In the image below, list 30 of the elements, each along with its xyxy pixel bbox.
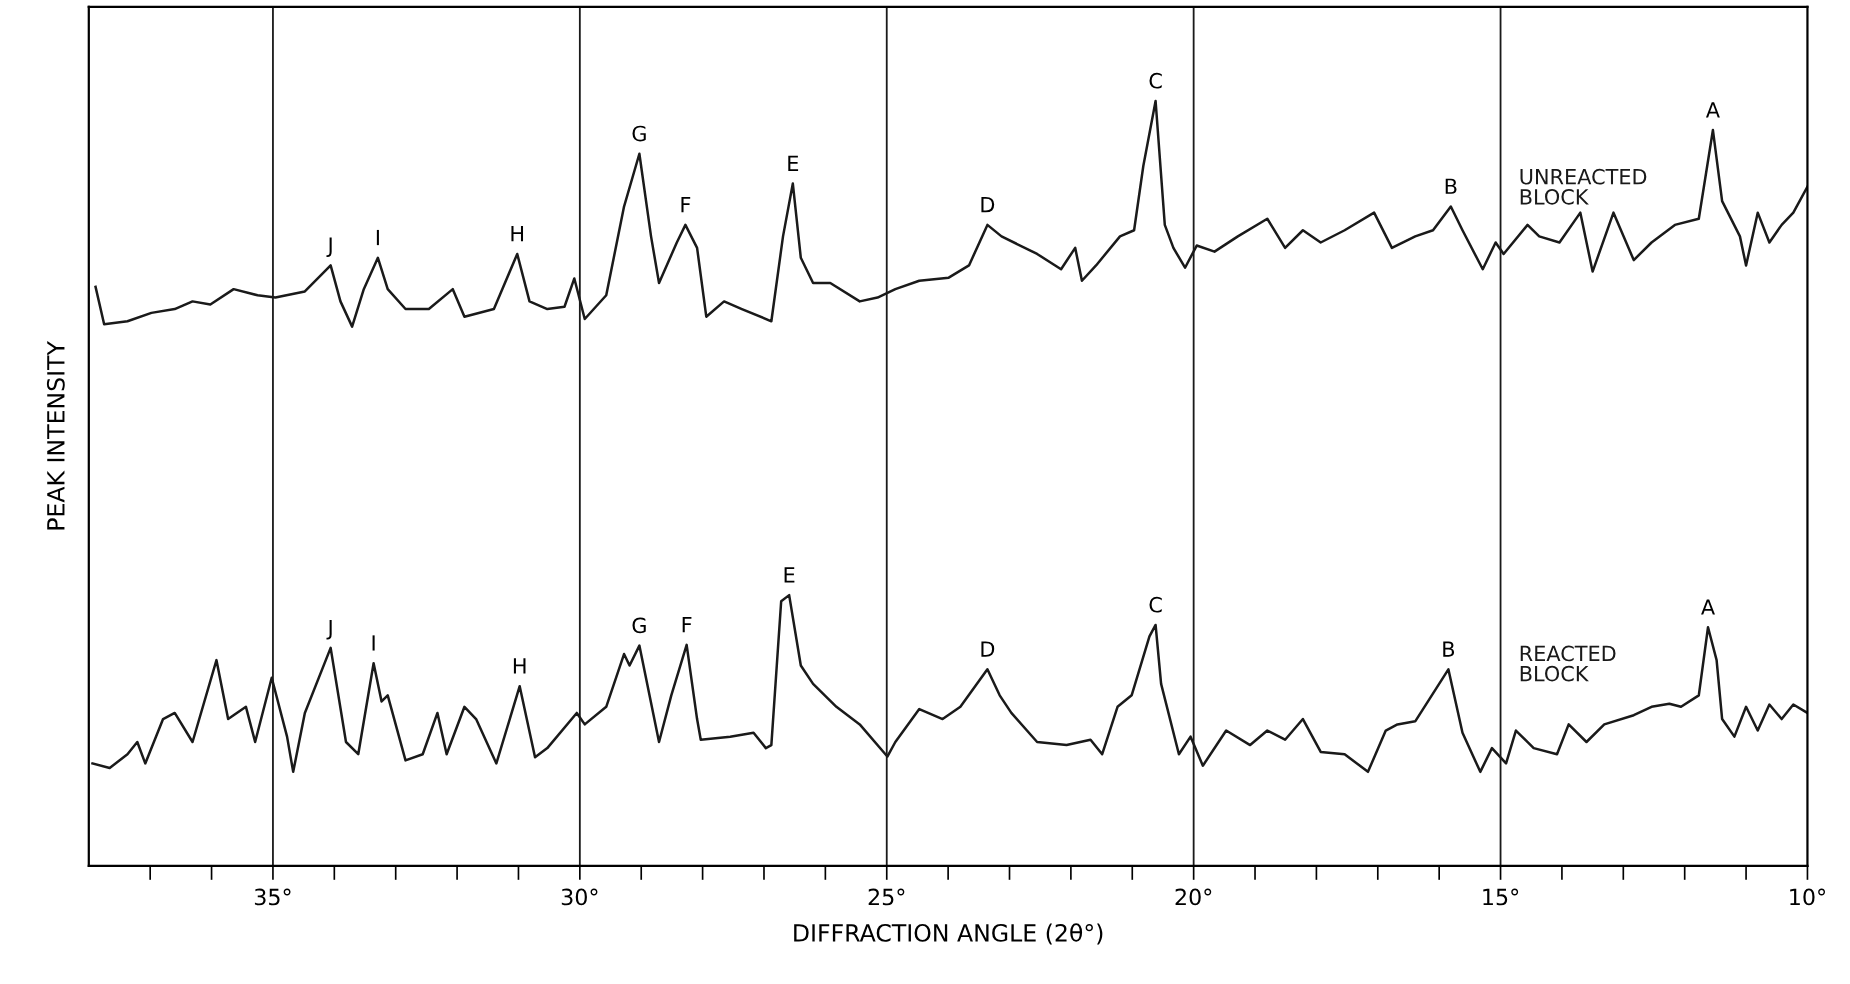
annotation: A <box>1705 102 1720 118</box>
annotation: H <box>511 226 524 242</box>
x-tick-label: 10° <box>1790 888 1826 906</box>
annotation: I <box>376 229 379 246</box>
series-label: UNREACTED BLOCK <box>1520 168 1647 205</box>
x-tick-label: 30° <box>561 888 598 906</box>
annotation: D <box>981 641 995 657</box>
x-tick-label: 25° <box>868 888 905 906</box>
x-axis-title: DIFFRACTION ANGLE (2θ°) <box>794 923 1103 945</box>
series-label: REACTED BLOCK <box>1520 645 1616 682</box>
y-axis-title: PEAK INTENSITY <box>46 341 65 530</box>
annotation: I <box>372 635 375 651</box>
annotation: H <box>513 658 526 674</box>
annotation: G <box>632 125 646 142</box>
annotation: B <box>1443 641 1455 657</box>
annotation: F <box>682 617 692 633</box>
x-tick-label: 35° <box>254 888 291 906</box>
annotation: D <box>981 197 995 213</box>
x-tick-label: 15° <box>1483 888 1519 906</box>
annotation: E <box>788 155 799 171</box>
annotation: F <box>681 197 691 213</box>
annotation: E <box>784 567 795 583</box>
annotation: C <box>1149 72 1162 89</box>
annotation: B <box>1445 178 1457 194</box>
annotation: C <box>1149 596 1162 613</box>
annotation: J <box>326 620 332 640</box>
annotation: A <box>1701 599 1715 615</box>
x-tick-label: 20° <box>1175 888 1212 906</box>
annotation: J <box>326 237 332 257</box>
annotation: G <box>632 617 646 634</box>
